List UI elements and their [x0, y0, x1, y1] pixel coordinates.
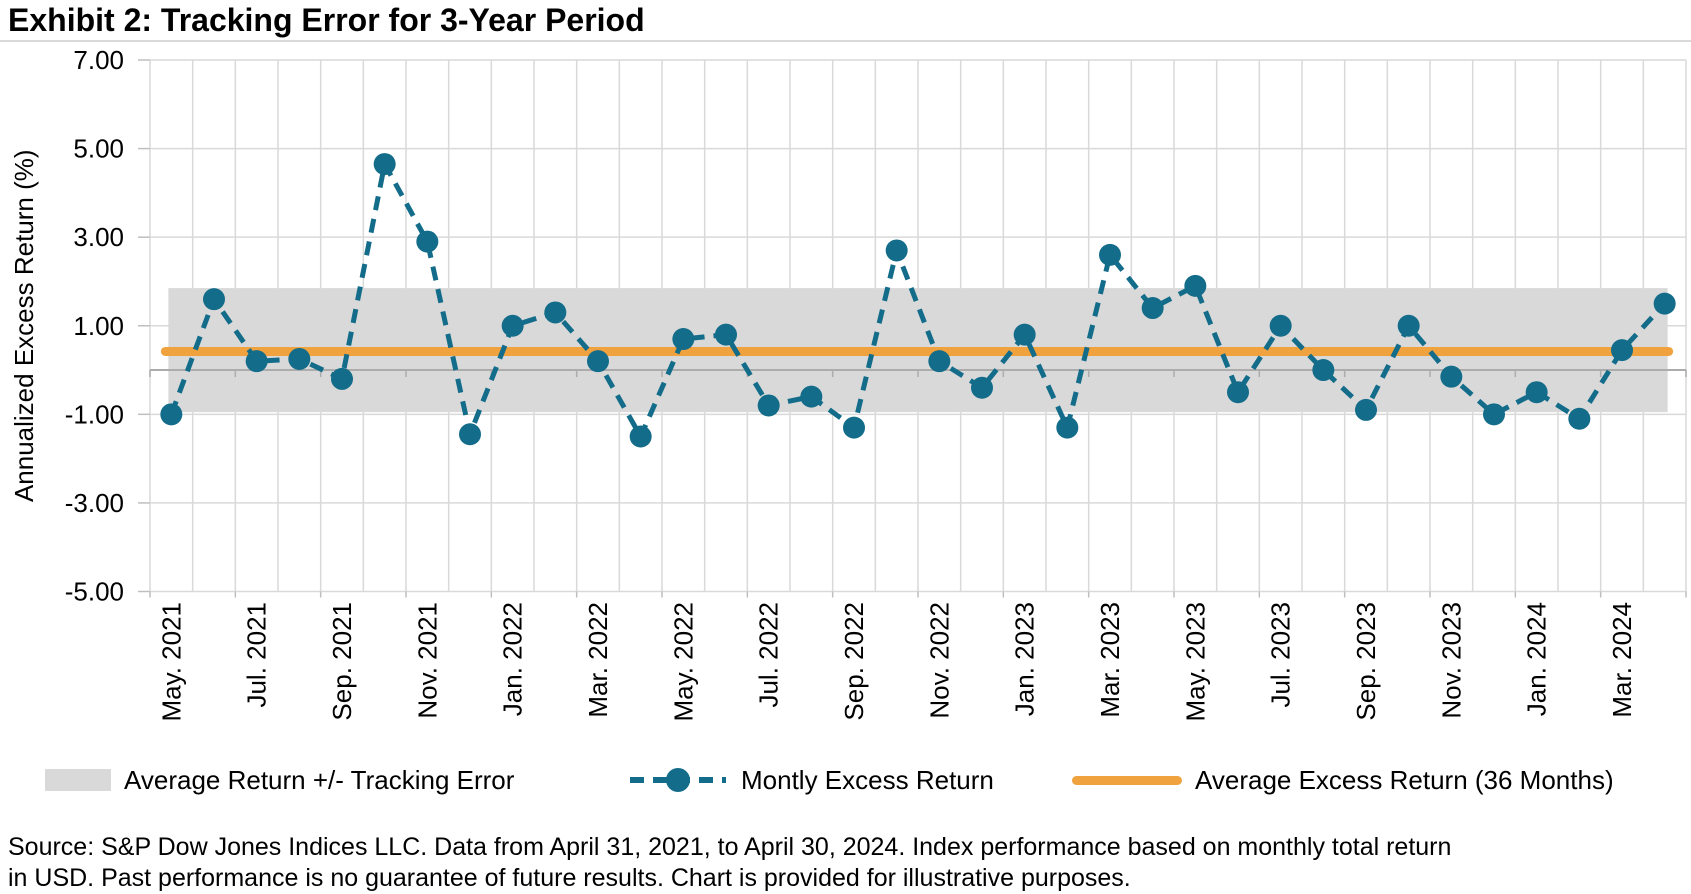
- data-point: [1013, 323, 1036, 346]
- chart-canvas: 7.00 5.00 3.00 1.00 -1.00 -3.00 -5.00 May. 2021…: [9, 45, 1687, 721]
- data-point: [1184, 274, 1207, 297]
- legend-item-band: Average Return +/- Tracking Error: [45, 762, 514, 798]
- data-point: [331, 367, 353, 390]
- page-title: Exhibit 2: Tracking Error for 3-Year Per…: [8, 2, 645, 38]
- data-point: [373, 153, 396, 176]
- data-point: [544, 301, 567, 324]
- data-point: [160, 403, 183, 426]
- legend-item-average: Average Excess Return (36 Months): [1072, 762, 1614, 798]
- legend-label-average: Average Excess Return (36 Months): [1195, 764, 1614, 795]
- band-swatch: [45, 769, 111, 791]
- data-point: [1056, 416, 1079, 439]
- data-point: [1568, 407, 1591, 430]
- data-point: [1269, 314, 1292, 337]
- x-tick-label: May. 2023: [1180, 602, 1210, 721]
- x-tick-label: May. 2021: [156, 602, 186, 721]
- data-point: [203, 288, 225, 311]
- x-tick-label: Jul. 2022: [754, 602, 784, 708]
- x-tick-label: Mar. 2022: [583, 602, 613, 718]
- data-point: [629, 425, 652, 448]
- legend-label-monthly: Montly Excess Return: [741, 764, 994, 795]
- x-tick-label: Jan. 2022: [498, 602, 528, 716]
- data-point: [1483, 403, 1505, 426]
- x-tick-label: May. 2022: [668, 602, 698, 721]
- data-point: [800, 385, 823, 408]
- data-point: [501, 314, 524, 337]
- x-tick-label: Mar. 2024: [1607, 602, 1637, 718]
- data-point: [1653, 292, 1676, 315]
- data-point: [1440, 365, 1463, 388]
- y-tick-label: -5.00: [65, 577, 124, 607]
- data-point: [715, 323, 737, 346]
- data-point: [1312, 359, 1335, 382]
- x-tick-label: Nov. 2021: [412, 602, 442, 719]
- y-tick-label: 5.00: [73, 134, 124, 164]
- data-point: [928, 350, 951, 373]
- data-point: [672, 328, 695, 351]
- data-point: [1355, 398, 1377, 421]
- x-tick-label: Sep. 2021: [327, 602, 357, 721]
- data-point: [1525, 381, 1548, 404]
- x-tick-label: Jan. 2023: [1010, 602, 1040, 716]
- legend-item-monthly: Montly Excess Return: [628, 762, 994, 798]
- y-tick-label: 3.00: [73, 222, 124, 252]
- y-tick-label: 7.00: [73, 45, 124, 75]
- data-point: [1227, 381, 1249, 404]
- data-point: [971, 376, 993, 399]
- data-point: [459, 423, 481, 446]
- data-point: [245, 350, 268, 373]
- data-point: [757, 394, 780, 417]
- x-tick-label: Jan. 2024: [1522, 602, 1552, 716]
- data-point: [1141, 297, 1164, 320]
- x-tick-label: Sep. 2022: [839, 602, 869, 721]
- y-tick-label: -3.00: [65, 488, 124, 518]
- data-point: [843, 416, 865, 439]
- data-point: [288, 347, 311, 370]
- source-note-line-1: Source: S&P Dow Jones Indices LLC. Data …: [8, 833, 1452, 861]
- y-tick-label: -1.00: [65, 399, 124, 429]
- chart-legend: Average Return +/- Tracking Error Montly…: [0, 762, 1691, 798]
- average-line-swatch: [1072, 775, 1182, 785]
- source-note: Source: S&P Dow Jones Indices LLC. Data …: [8, 832, 1688, 894]
- y-axis-title: Annualized Excess Return (%): [9, 149, 39, 502]
- data-point: [1099, 243, 1121, 266]
- x-tick-label: Jul. 2023: [1266, 602, 1296, 708]
- y-tick-label: 1.00: [73, 311, 124, 341]
- data-point: [416, 230, 439, 253]
- data-point: [1611, 339, 1633, 362]
- x-tick-label: Sep. 2023: [1351, 602, 1381, 721]
- data-point: [587, 350, 609, 373]
- monthly-excess-return-line: [168, 161, 1667, 439]
- dashed-line-marker-swatch: [630, 768, 726, 792]
- x-tick-label: Nov. 2022: [924, 602, 954, 719]
- x-tick-label: Mar. 2023: [1095, 602, 1125, 718]
- data-point: [1397, 314, 1420, 337]
- source-note-line-2: in USD. Past performance is no guarantee…: [8, 864, 1131, 892]
- x-tick-label: Nov. 2023: [1436, 602, 1466, 719]
- data-point: [885, 239, 908, 262]
- x-tick-label: Jul. 2021: [242, 602, 272, 708]
- title-underline: [0, 40, 1691, 42]
- legend-label-band: Average Return +/- Tracking Error: [124, 764, 515, 795]
